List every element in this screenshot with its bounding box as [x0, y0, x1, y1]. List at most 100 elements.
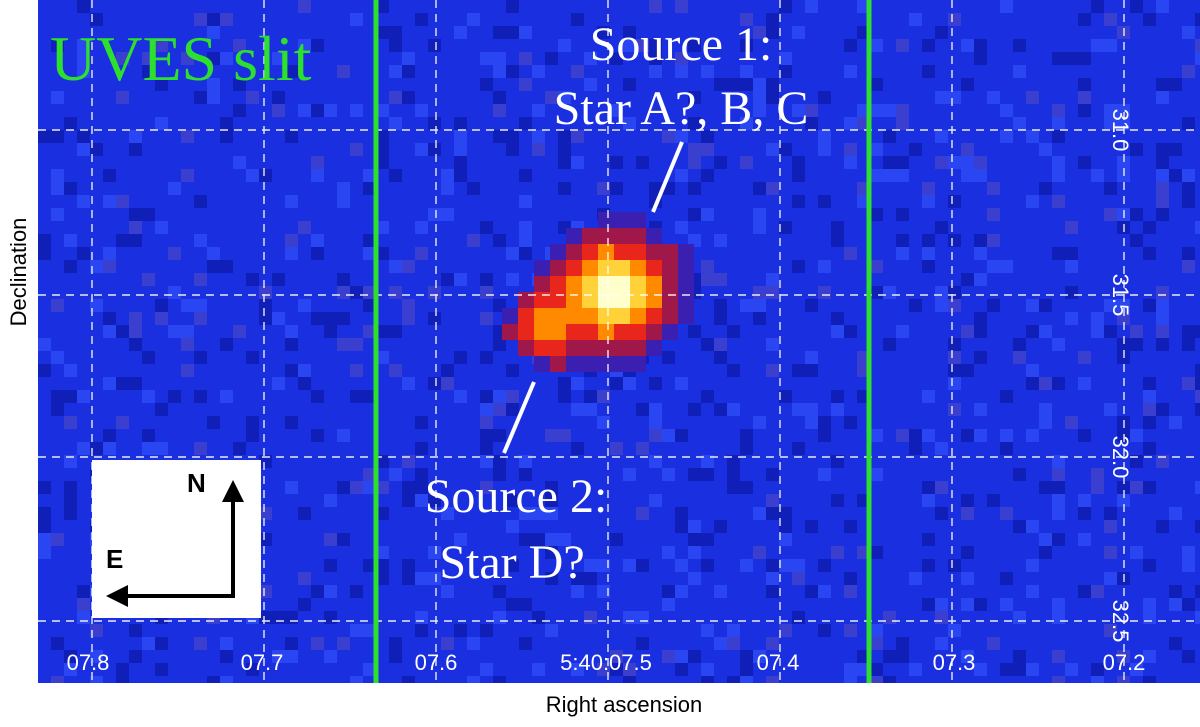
noise-pixel [1026, 559, 1039, 572]
x-tick-label: 07.7 [241, 650, 284, 675]
emission-pixel [518, 308, 534, 324]
noise-pixel [142, 390, 155, 403]
noise-pixel [493, 104, 506, 117]
noise-pixel [610, 52, 623, 65]
noise-pixel [194, 312, 207, 325]
emission-pixel [614, 276, 630, 292]
noise-pixel [64, 481, 77, 494]
noise-pixel [272, 273, 285, 286]
noise-pixel [1156, 403, 1169, 416]
noise-pixel [636, 156, 649, 169]
noise-pixel [831, 390, 844, 403]
noise-pixel [701, 624, 714, 637]
noise-pixel [870, 104, 883, 117]
noise-pixel [233, 156, 246, 169]
noise-pixel [649, 377, 662, 390]
noise-pixel [1026, 130, 1039, 143]
noise-pixel [259, 286, 272, 299]
noise-pixel [64, 507, 77, 520]
noise-pixel [363, 182, 376, 195]
noise-pixel [766, 559, 779, 572]
noise-pixel [818, 624, 831, 637]
emission-pixel [614, 212, 630, 228]
noise-pixel [1091, 0, 1104, 13]
noise-pixel [194, 351, 207, 364]
emission-pixel [598, 324, 614, 340]
emission-pixel [534, 276, 550, 292]
noise-pixel [155, 663, 168, 676]
noise-pixel [1182, 377, 1195, 390]
noise-pixel [441, 182, 454, 195]
noise-pixel [1182, 559, 1195, 572]
noise-pixel [584, 403, 597, 416]
noise-pixel [974, 247, 987, 260]
noise-pixel [558, 390, 571, 403]
noise-pixel [116, 195, 129, 208]
noise-pixel [1052, 611, 1065, 624]
noise-pixel [844, 416, 857, 429]
noise-pixel [844, 520, 857, 533]
emission-pixel [502, 308, 518, 324]
noise-pixel [259, 585, 272, 598]
noise-pixel [753, 546, 766, 559]
noise-pixel [1156, 338, 1169, 351]
noise-pixel [753, 312, 766, 325]
noise-pixel [298, 377, 311, 390]
noise-pixel [766, 338, 779, 351]
noise-pixel [428, 117, 441, 130]
noise-pixel [285, 481, 298, 494]
noise-pixel [493, 130, 506, 143]
noise-pixel [766, 286, 779, 299]
noise-pixel [584, 52, 597, 65]
noise-pixel [311, 312, 324, 325]
slit-label: UVES slit [50, 23, 312, 94]
noise-pixel [415, 468, 428, 481]
noise-pixel [909, 663, 922, 676]
noise-pixel [454, 143, 467, 156]
noise-pixel [363, 169, 376, 182]
noise-pixel [1000, 429, 1013, 442]
noise-pixel [233, 104, 246, 117]
noise-pixel [324, 533, 337, 546]
noise-pixel [77, 65, 90, 78]
noise-pixel [688, 208, 701, 221]
noise-pixel [350, 143, 363, 156]
noise-pixel [844, 663, 857, 676]
noise-pixel [1091, 312, 1104, 325]
noise-pixel [142, 429, 155, 442]
noise-pixel [1156, 143, 1169, 156]
noise-pixel [38, 234, 51, 247]
noise-pixel [116, 52, 129, 65]
noise-pixel [1000, 507, 1013, 520]
noise-pixel [519, 26, 532, 39]
noise-pixel [168, 182, 181, 195]
noise-pixel [584, 611, 597, 624]
noise-pixel [1117, 156, 1130, 169]
noise-pixel [831, 325, 844, 338]
noise-pixel [220, 260, 233, 273]
noise-pixel [402, 52, 415, 65]
noise-pixel [922, 260, 935, 273]
noise-pixel [909, 442, 922, 455]
emission-pixel [614, 292, 630, 308]
noise-pixel [90, 624, 103, 637]
noise-pixel [363, 559, 376, 572]
noise-pixel [740, 481, 753, 494]
noise-pixel [1091, 39, 1104, 52]
noise-pixel [766, 637, 779, 650]
noise-pixel [662, 429, 675, 442]
noise-pixel [987, 208, 1000, 221]
noise-pixel [168, 247, 181, 260]
noise-pixel [402, 481, 415, 494]
noise-pixel [129, 143, 142, 156]
noise-pixel [337, 481, 350, 494]
noise-pixel [753, 26, 766, 39]
emission-pixel [646, 340, 662, 356]
noise-pixel [701, 130, 714, 143]
emission-pixel [630, 212, 646, 228]
noise-pixel [818, 130, 831, 143]
noise-pixel [194, 13, 207, 26]
emission-pixel [662, 308, 678, 324]
noise-pixel [272, 650, 285, 663]
y-axis-title: Declination [6, 218, 31, 327]
